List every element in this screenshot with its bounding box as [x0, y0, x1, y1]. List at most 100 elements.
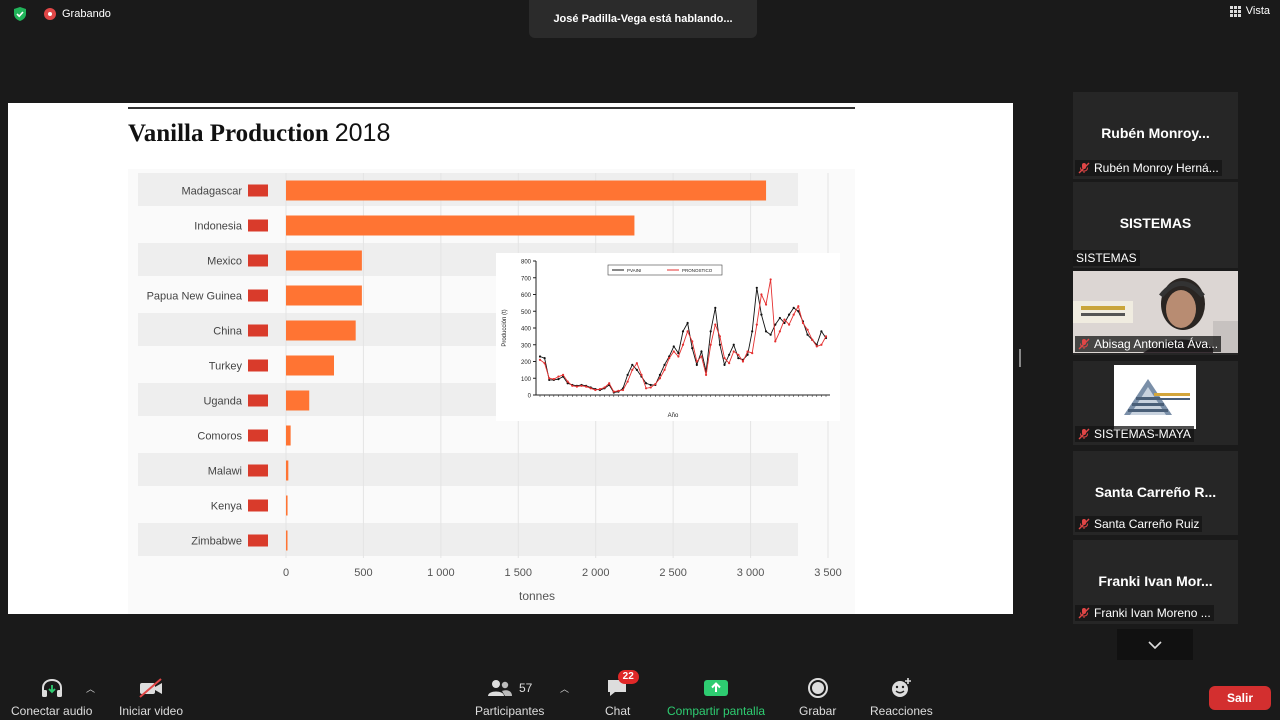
series-point — [626, 373, 629, 376]
audio-options-caret-icon[interactable]: ︿ — [86, 684, 96, 694]
participant-logo — [1114, 365, 1196, 429]
bar — [286, 355, 335, 376]
reactions-label: Reacciones — [870, 704, 933, 718]
flag-icon — [248, 184, 268, 197]
y-tick-label: 500 — [521, 310, 532, 316]
y-tick-label: 200 — [521, 360, 532, 366]
series-point — [709, 330, 712, 333]
y-tick-label: 700 — [521, 276, 532, 282]
flag-icon — [248, 289, 268, 302]
y-tick-label: 400 — [521, 327, 532, 333]
participant-label: Santa Carreño Ruiz — [1075, 516, 1203, 532]
series-point — [548, 377, 551, 380]
x-tick-label: 1 000 — [427, 567, 455, 579]
series-point — [778, 330, 781, 333]
series-point — [566, 382, 569, 385]
participants-count: 57 — [519, 681, 533, 695]
flag-icon — [248, 394, 268, 407]
participants-options-caret-icon[interactable]: ︿ — [560, 684, 570, 694]
pyramid-logo-icon — [1114, 365, 1196, 429]
series-point — [737, 357, 740, 360]
mic-muted-icon — [1078, 607, 1090, 619]
series-point — [806, 333, 809, 336]
bar — [286, 530, 288, 551]
category-label: Turkey — [209, 361, 243, 373]
reactions-button[interactable]: Reacciones — [870, 676, 933, 718]
series-point — [695, 363, 698, 366]
share-screen-button[interactable]: Compartir pantalla — [667, 676, 765, 718]
series-point — [732, 343, 735, 346]
slide-title: Vanilla Production 2018 — [128, 119, 390, 148]
series-point — [700, 355, 703, 358]
view-button[interactable]: Vista — [1229, 5, 1270, 17]
series-point — [631, 363, 634, 366]
category-label: China — [213, 326, 243, 338]
series-point — [714, 323, 717, 326]
flag-icon — [248, 359, 268, 372]
y-axis-label: Producción (t) — [502, 309, 508, 346]
series-point — [792, 313, 795, 316]
flag-icon — [248, 324, 268, 337]
series-point — [811, 338, 814, 341]
series-point — [764, 330, 768, 333]
recording-icon — [44, 8, 56, 20]
start-video-button[interactable]: Iniciar video — [119, 676, 183, 718]
shared-screen: Vanilla Production 2018 0 500 1 000 1 500 2 0… — [8, 103, 1013, 614]
participants-label: Participantes — [475, 704, 545, 718]
flag-icon — [248, 534, 268, 547]
series-point — [621, 388, 625, 392]
participant-tile[interactable]: Santa Carreño R... Santa Carreño Ruiz — [1073, 451, 1238, 535]
series-point — [806, 328, 809, 331]
headphones-icon — [39, 676, 65, 700]
participant-tile[interactable]: Franki Ivan Mor... Franki Ivan Moreno ..… — [1073, 540, 1238, 624]
participant-tile-video[interactable]: Abisag Antonieta Áva... — [1073, 271, 1238, 355]
x-tick-label: 2 000 — [582, 567, 610, 579]
series-point — [723, 363, 726, 366]
series-point — [658, 377, 662, 380]
y-tick-label: 800 — [521, 260, 532, 266]
participant-tile-logo[interactable]: SISTEMAS-MAYA — [1073, 361, 1238, 445]
series-point — [760, 313, 763, 316]
chat-icon: 22 — [606, 670, 639, 700]
legend-label: PRONOSTICO — [682, 268, 713, 273]
participant-name: Santa Carreño R... — [1094, 484, 1217, 500]
series-point — [797, 305, 800, 308]
y-tick-label: 300 — [521, 343, 532, 349]
panel-resize-handle[interactable] — [1019, 349, 1021, 367]
series-point — [681, 343, 685, 346]
series-point — [732, 350, 735, 353]
series-point — [672, 345, 675, 348]
participant-label: Rubén Monroy Herná... — [1075, 160, 1222, 176]
mic-muted-icon — [1078, 518, 1090, 530]
record-icon — [807, 676, 829, 700]
scroll-down-button[interactable] — [1117, 629, 1193, 660]
join-audio-button[interactable]: Conectar audio — [11, 676, 92, 718]
participant-label-text: SISTEMAS — [1076, 251, 1137, 265]
record-button[interactable]: Grabar — [799, 676, 836, 718]
series-point — [543, 357, 546, 360]
active-speaker-banner: José Padilla-Vega está hablando... — [529, 0, 757, 38]
series-line — [539, 279, 827, 393]
leave-button[interactable]: Salir — [1209, 686, 1271, 710]
bar — [286, 390, 310, 411]
chat-label: Chat — [605, 704, 631, 718]
series-point — [718, 335, 722, 338]
participants-button[interactable]: 57 Participantes — [475, 676, 544, 718]
participant-label-text: Santa Carreño Ruiz — [1094, 517, 1200, 531]
slide-title-text: Vanilla Production — [128, 120, 329, 147]
chat-button[interactable]: 22 Chat — [605, 670, 639, 718]
flag-icon — [248, 219, 268, 232]
participant-tile[interactable]: SISTEMAS SISTEMAS — [1073, 182, 1238, 268]
series-point — [760, 293, 763, 296]
series-point — [691, 340, 694, 343]
series-point — [797, 310, 800, 313]
category-label: Papua New Guinea — [147, 291, 243, 303]
mic-muted-icon — [1078, 428, 1090, 440]
participant-tile[interactable]: Rubén Monroy... Rubén Monroy Herná... — [1073, 92, 1238, 179]
series-point — [631, 368, 634, 371]
x-tick-label: 2 500 — [659, 567, 687, 579]
y-tick-label: 600 — [521, 293, 532, 299]
series-point — [649, 386, 652, 389]
shield-icon[interactable] — [12, 6, 28, 22]
recording-indicator[interactable]: Grabando — [44, 8, 111, 20]
